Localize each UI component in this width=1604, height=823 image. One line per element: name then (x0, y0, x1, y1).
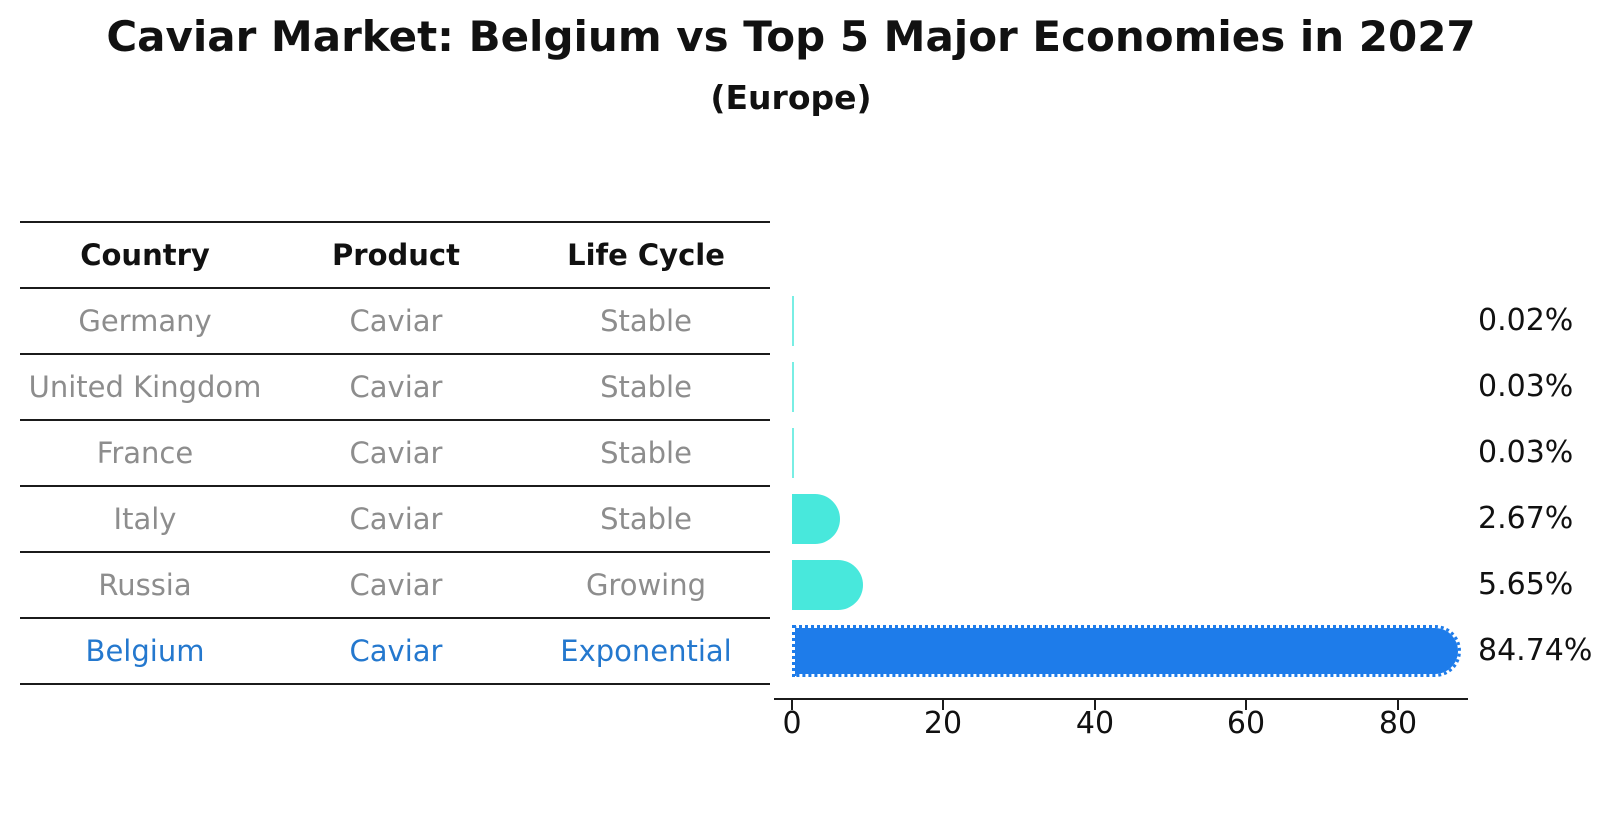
cell-country: Russia (98, 568, 192, 602)
table-row: Italy Caviar Stable (20, 487, 770, 551)
value-label: 0.03% (1478, 435, 1574, 470)
table-row: Russia Caviar Growing (20, 553, 770, 617)
x-axis-tick (791, 700, 793, 710)
table-header-row: Country Product Life Cycle (20, 223, 770, 287)
value-label: 84.74% (1478, 633, 1593, 668)
bar-italy (791, 494, 840, 544)
cell-country: Belgium (85, 634, 205, 668)
bar-russia (791, 560, 863, 610)
table-border-line (20, 419, 770, 421)
column-header-life-cycle: Life Cycle (567, 238, 725, 272)
bar-france (791, 428, 794, 478)
table-border-line (20, 551, 770, 553)
cell-country: Italy (113, 502, 177, 536)
cell-country: Germany (78, 304, 212, 338)
bar-germany (791, 296, 794, 346)
x-axis-tick (1397, 700, 1399, 710)
chart-title: Caviar Market: Belgium vs Top 5 Major Ec… (106, 12, 1476, 61)
value-label: 0.03% (1478, 369, 1574, 404)
value-label: 0.02% (1478, 303, 1574, 338)
x-axis-tick (1094, 700, 1096, 710)
table-border-line (20, 683, 770, 685)
chart-subtitle: (Europe) (710, 78, 872, 117)
x-tick-label: 0 (782, 706, 802, 741)
x-tick-label: 80 (1378, 706, 1418, 741)
cell-product: Caviar (349, 370, 443, 404)
x-tick-label: 60 (1226, 706, 1266, 741)
cell-life-cycle: Stable (600, 304, 692, 338)
table-border-line (20, 221, 770, 223)
value-label: 5.65% (1478, 567, 1574, 602)
table-row: United Kingdom Caviar Stable (20, 355, 770, 419)
cell-life-cycle: Stable (600, 436, 692, 470)
bar-belgium (791, 625, 1461, 677)
column-header-product: Product (332, 238, 460, 272)
table-border-line (20, 617, 770, 619)
cell-product: Caviar (349, 568, 443, 602)
cell-life-cycle: Stable (600, 502, 692, 536)
x-tick-label: 20 (923, 706, 963, 741)
cell-product: Caviar (349, 436, 443, 470)
table-border-line (20, 287, 770, 289)
cell-product: Caviar (349, 502, 443, 536)
table-row: Germany Caviar Stable (20, 289, 770, 353)
x-axis-line (774, 698, 1468, 700)
cell-life-cycle: Stable (600, 370, 692, 404)
table-border-line (20, 485, 770, 487)
value-label: 2.67% (1478, 501, 1574, 536)
cell-country: France (96, 436, 194, 470)
table-row-belgium: Belgium Caviar Exponential (20, 619, 770, 683)
cell-product: Caviar (349, 304, 443, 338)
cell-life-cycle: Exponential (560, 634, 732, 668)
x-axis-tick (942, 700, 944, 710)
column-header-country: Country (80, 238, 210, 272)
table-row: France Caviar Stable (20, 421, 770, 485)
bar-united-kingdom (791, 362, 794, 412)
cell-product: Caviar (349, 634, 443, 668)
cell-country: United Kingdom (28, 370, 262, 404)
table-border-line (20, 353, 770, 355)
x-tick-label: 40 (1075, 706, 1115, 741)
x-axis-tick (1245, 700, 1247, 710)
cell-life-cycle: Growing (585, 568, 707, 602)
